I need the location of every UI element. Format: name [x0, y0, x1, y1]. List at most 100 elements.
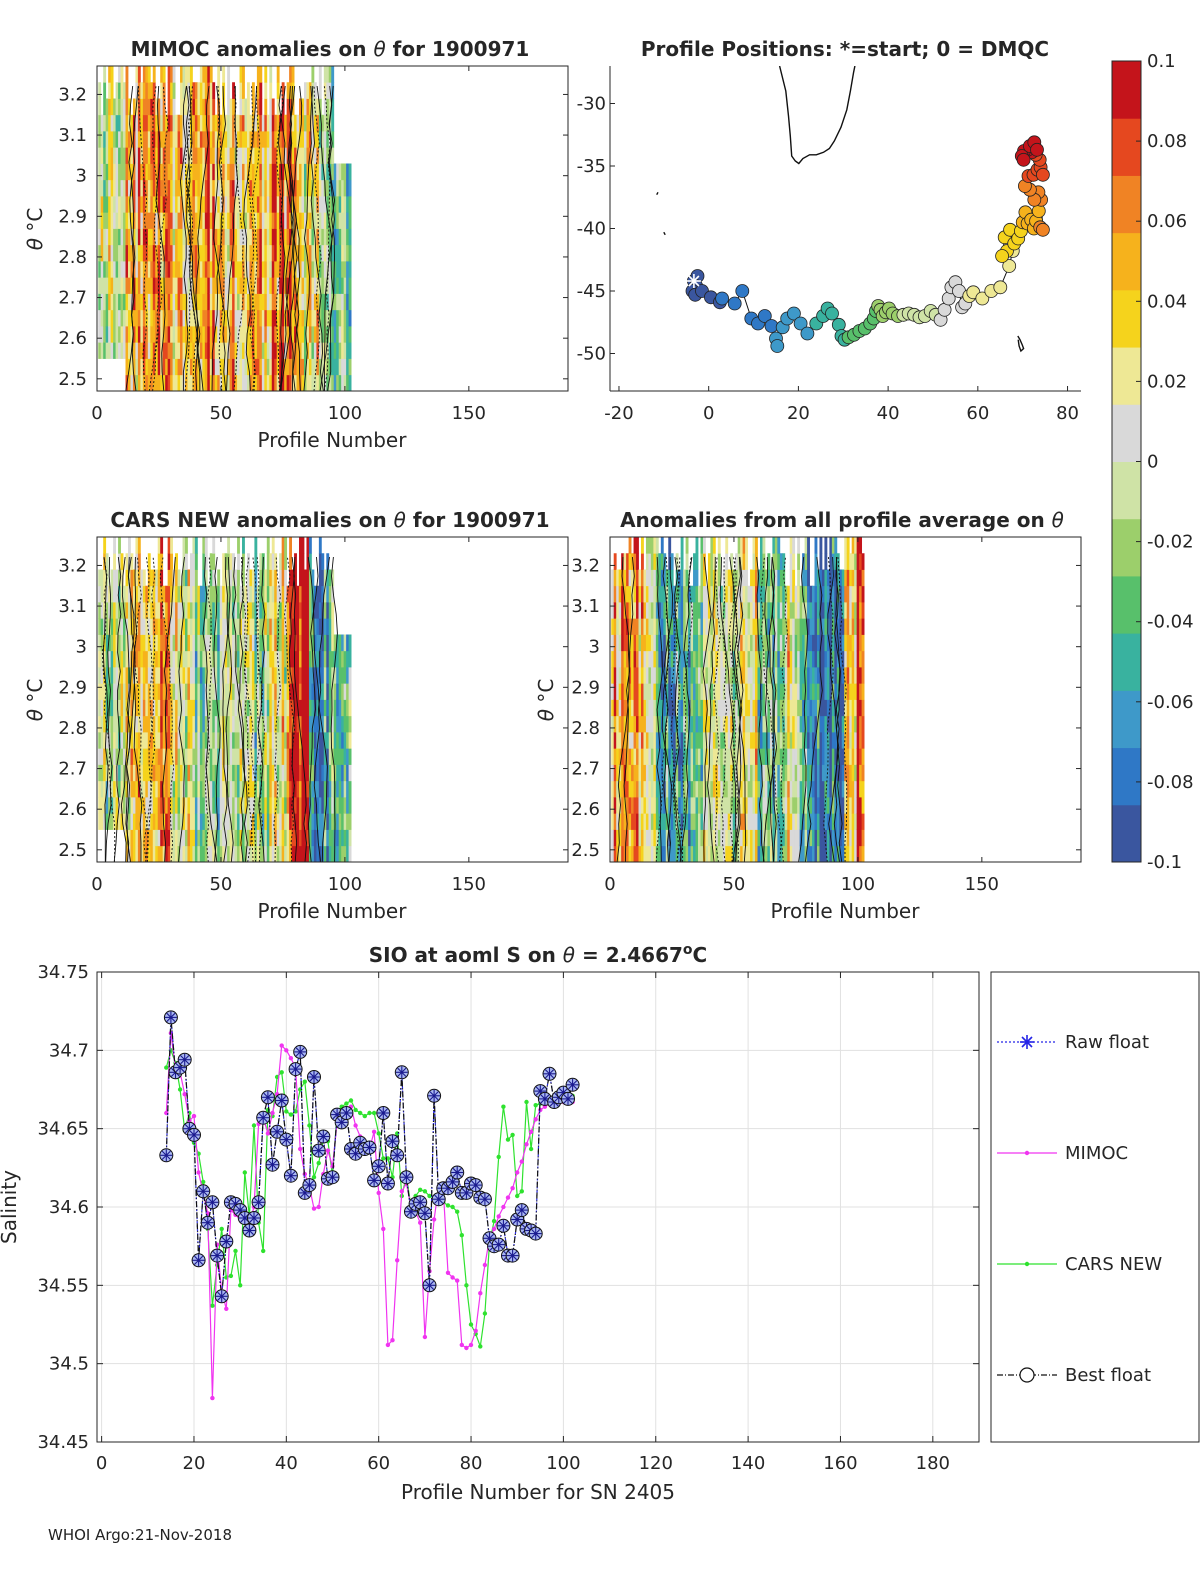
heatmap-cell [712, 683, 716, 700]
heatmap-cell [125, 66, 129, 83]
heatmap-cell [103, 602, 107, 619]
heatmap-cell [274, 683, 278, 700]
heatmap-cell [271, 797, 275, 814]
heatmap-cell [261, 212, 265, 229]
heatmap-cell [261, 163, 265, 181]
heatmap-cell [279, 114, 283, 132]
heatmap-cell [715, 634, 719, 652]
heatmap-cell [321, 179, 325, 197]
heatmap-cell [157, 147, 161, 164]
heatmap-cell [239, 131, 243, 148]
heatmap-cell [172, 163, 176, 181]
heatmap-cell [306, 374, 310, 391]
heatmap-cell [120, 748, 124, 765]
heatmap-cell [707, 764, 711, 782]
heatmap-cell [343, 764, 347, 782]
heatmap-cell [648, 732, 652, 749]
heatmap-cell [155, 829, 159, 847]
contour-line [138, 85, 148, 391]
heatmap-cell [246, 715, 250, 733]
heatmap-cell [326, 829, 330, 847]
heatmap-cell [720, 667, 724, 684]
heatmap-cell [135, 569, 139, 587]
heatmap-cell [140, 244, 144, 262]
contour-line [278, 85, 294, 391]
heatmap-cell [707, 634, 711, 652]
heatmap-cell [663, 845, 667, 862]
heatmap-cell [232, 163, 235, 181]
heatmap-cell [271, 715, 275, 733]
heatmap-cell [311, 374, 315, 391]
heatmap-cell [145, 634, 149, 652]
heatmap-cell [224, 293, 228, 311]
heatmap-cell [98, 683, 102, 700]
heatmap-cell [150, 163, 154, 181]
heatmap-cell [244, 309, 248, 327]
heatmap-cell [705, 618, 709, 635]
heatmap-cell [167, 699, 171, 717]
heatmap-cell [261, 829, 265, 847]
heatmap-cell [633, 585, 637, 603]
heatmap-cell [618, 699, 622, 717]
heatmap-cell [155, 764, 159, 782]
heatmap-cell [274, 618, 278, 635]
heatmap-cell [311, 131, 315, 148]
heatmap-cell [189, 163, 193, 181]
heatmap-cell [127, 618, 131, 635]
heatmap-cell [613, 845, 617, 862]
heatmap-cell [266, 813, 270, 830]
heatmap-cell [333, 634, 337, 652]
heatmap-cell [636, 602, 639, 619]
heatmap-cell [192, 163, 196, 181]
heatmap-cell [673, 845, 677, 862]
heatmap-cell [234, 163, 238, 181]
heatmap-cell [227, 683, 231, 700]
colorbar-ticks: 0.10.080.060.040.020-0.02-0.04-0.06-0.08… [1136, 51, 1194, 873]
heatmap-cell [194, 131, 198, 148]
heatmap-cell [611, 845, 615, 862]
mimoc-heatmap [98, 66, 352, 391]
heatmap-cell [653, 683, 657, 700]
heatmap-cell [145, 748, 149, 765]
heatmap-cell [212, 98, 216, 116]
heatmap-cell [189, 293, 193, 311]
heatmap-cell [279, 667, 283, 684]
heatmap-cell [185, 748, 188, 765]
heatmap-cell [311, 667, 315, 684]
heatmap-cell [725, 732, 729, 749]
heatmap-cell [693, 667, 696, 684]
heatmap-cell [222, 813, 226, 830]
heatmap-cell [311, 602, 315, 619]
heatmap-cell [160, 813, 164, 830]
heatmap-cell [219, 342, 223, 359]
heatmap-cell [130, 196, 134, 213]
heatmap-cell [291, 748, 295, 765]
heatmap-cell [130, 813, 134, 830]
heatmap-cell [242, 683, 245, 700]
heatmap-cell [177, 699, 181, 717]
heatmap-cell [142, 131, 146, 148]
heatmap-cell [118, 634, 121, 652]
heatmap-cell [294, 780, 297, 798]
heatmap-cell [640, 634, 644, 652]
heatmap-cell [638, 829, 642, 847]
heatmap-cell [294, 228, 297, 246]
heatmap-cell [675, 683, 679, 700]
heatmap-cell [187, 683, 191, 700]
heatmap-cell [140, 845, 144, 862]
profile-position-marker [1036, 167, 1050, 182]
heatmap-cell [333, 228, 337, 246]
coastline [778, 66, 856, 165]
heatmap-cell [152, 829, 156, 847]
heatmap-cell [219, 309, 223, 327]
colorbar-segment [1112, 461, 1141, 520]
heatmap-cell [303, 179, 307, 197]
heatmap-cell [187, 845, 191, 862]
heatmap-cell [192, 196, 196, 213]
heatmap-cell [613, 602, 617, 619]
heatmap-cell [170, 342, 174, 359]
heatmap-cell [239, 82, 243, 99]
heatmap-cell [269, 553, 273, 570]
heatmap-cell [688, 748, 691, 765]
heatmap-cell [710, 699, 714, 717]
